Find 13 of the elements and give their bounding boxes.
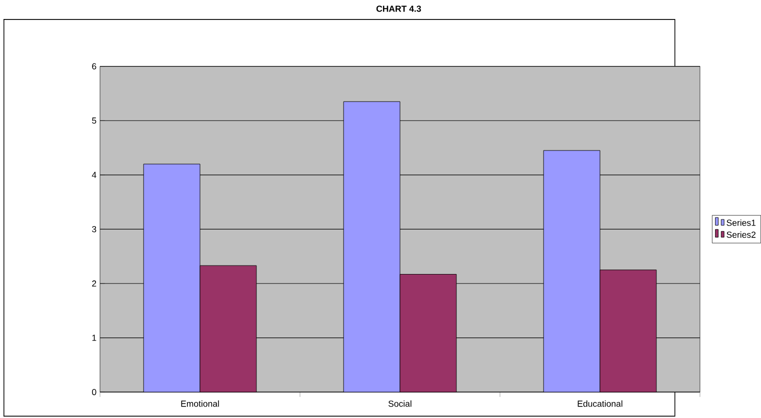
y-tick-label: 5 — [92, 117, 96, 124]
x-tick-label: Social — [388, 400, 412, 407]
y-tick-label: 4 — [92, 172, 96, 178]
x-tick-label: Educational — [578, 400, 622, 407]
legend-label: Series2 — [726, 231, 756, 238]
x-tick-label: Emotional — [181, 400, 219, 407]
y-tick-label: 1 — [92, 334, 96, 341]
y-tick-label: 0 — [92, 388, 96, 396]
chart-title: CHART 4.3 — [376, 6, 421, 12]
y-tick-label: 3 — [92, 226, 96, 232]
y-tick-label: 2 — [92, 280, 96, 286]
y-tick-label: 6 — [92, 63, 96, 70]
legend-label: Series1 — [726, 219, 756, 226]
